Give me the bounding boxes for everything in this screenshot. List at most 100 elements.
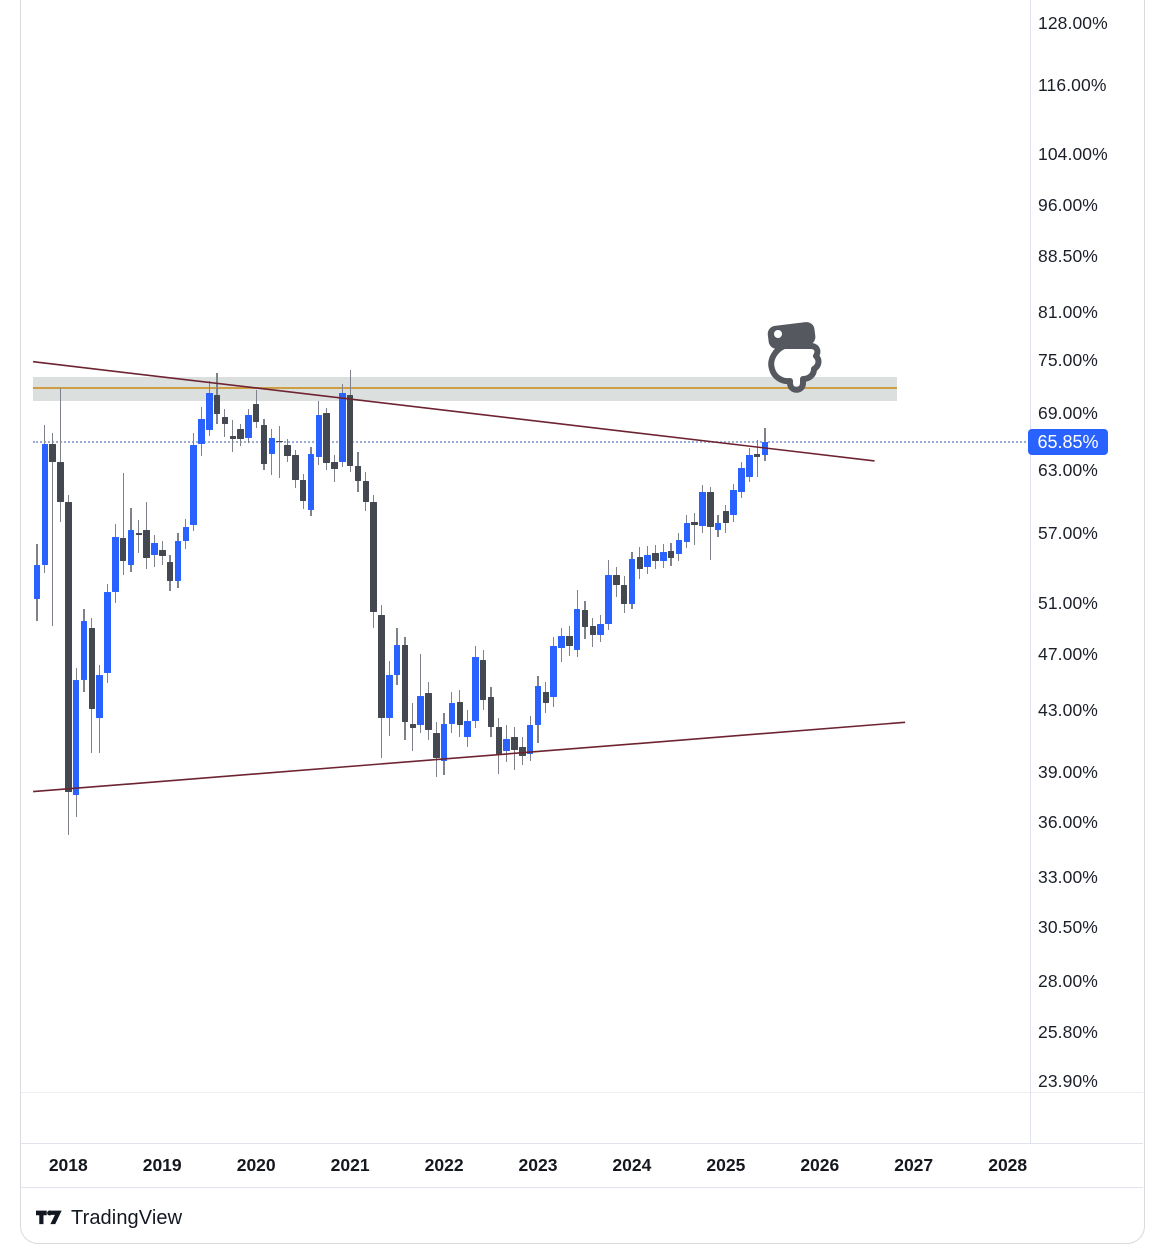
candle-up — [112, 537, 119, 592]
time-axis-label: 2021 — [330, 1155, 370, 1175]
candle-down — [166, 562, 174, 582]
time-axis-bottom-border — [21, 1187, 1143, 1188]
candle-down — [581, 610, 589, 627]
candle-down — [292, 455, 299, 480]
candle-down — [613, 575, 620, 585]
candle-down — [487, 697, 495, 727]
candle-wick — [59, 387, 62, 522]
candle-up — [660, 552, 667, 562]
candle-down — [495, 726, 503, 755]
price-axis-label: 51.00% — [1038, 592, 1098, 613]
candle-down — [213, 394, 221, 415]
candle-wick — [756, 439, 758, 477]
candle-down — [65, 501, 72, 792]
time-axis-label: 2025 — [706, 1155, 746, 1175]
candle-up — [151, 542, 158, 556]
candle-down — [299, 479, 307, 501]
price-axis-label: 47.00% — [1038, 644, 1098, 665]
candle-down — [589, 625, 596, 635]
price-axis-label: 30.50% — [1038, 916, 1098, 937]
price-axis-label: 43.00% — [1038, 700, 1098, 721]
candle-down — [753, 454, 761, 457]
candle-down — [519, 746, 526, 756]
price-axis-divider — [1030, 0, 1031, 1143]
candle-down — [229, 435, 236, 439]
candle-down — [354, 465, 362, 481]
candle-down — [542, 691, 550, 704]
candle-down — [143, 529, 150, 558]
price-axis-label: 25.80% — [1038, 1022, 1098, 1043]
candle-up — [573, 609, 581, 651]
candle-up — [526, 725, 534, 755]
candle-down — [620, 584, 628, 605]
price-axis-label: 28.00% — [1038, 970, 1098, 991]
price-axis-label: 104.00% — [1038, 144, 1108, 164]
candle-down — [323, 413, 330, 463]
candle-up — [174, 540, 182, 582]
candle-down — [566, 635, 573, 647]
candle-up — [699, 492, 706, 527]
pointing-down-hand-icon[interactable] — [763, 321, 829, 402]
candle-down — [252, 404, 260, 422]
price-axis-label: 88.50% — [1038, 245, 1098, 266]
candle-down — [135, 532, 142, 536]
price-axis-label: 75.00% — [1038, 350, 1098, 370]
candle-up — [245, 415, 252, 438]
candle-down — [331, 461, 338, 469]
candle-wick — [419, 654, 422, 733]
candle-up — [417, 696, 424, 726]
price-axis-label: 23.90% — [1038, 1070, 1098, 1091]
pane-separator-line — [21, 1092, 1143, 1093]
time-axis-label: 2027 — [894, 1155, 934, 1175]
time-axis[interactable]: 2018 2019 2020 2021 2022 2023 2024 2025 2026 2027… — [0, 1150, 1030, 1184]
price-axis-label: 33.00% — [1038, 867, 1098, 888]
candle-down — [667, 550, 675, 558]
candle-down — [237, 429, 244, 439]
candle-up — [96, 674, 103, 718]
tradingview-logo-text[interactable]: TradingView — [71, 1206, 183, 1229]
candle-up — [464, 720, 471, 738]
candle-wick — [279, 426, 281, 478]
candle-down — [511, 737, 518, 750]
candle-up — [307, 454, 315, 511]
time-axis-label: 2028 — [988, 1155, 1028, 1175]
price-axis-label: 81.00% — [1038, 301, 1098, 322]
price-axis-label: 116.00% — [1038, 75, 1107, 96]
candle-up — [683, 523, 690, 542]
candle-up — [550, 646, 557, 698]
candle-up — [644, 555, 651, 567]
candle-down — [284, 445, 291, 456]
candle-up — [127, 529, 135, 565]
candle-down — [260, 424, 268, 464]
candle-up — [315, 415, 323, 457]
candle-up — [440, 723, 448, 761]
candle-wick — [138, 519, 140, 554]
candle-down — [401, 645, 409, 723]
candlestick-series — [33, 370, 769, 835]
candle-up — [472, 657, 479, 721]
hand-glove-shape — [767, 322, 822, 393]
time-axis-label: 2022 — [424, 1155, 464, 1175]
time-axis-label: 2020 — [236, 1155, 276, 1175]
candle-up — [761, 442, 769, 455]
attribution-footer: TradingView — [36, 1203, 182, 1233]
candle-down — [119, 538, 127, 562]
candle-up — [597, 624, 604, 635]
chart-pane[interactable] — [0, 0, 1030, 1143]
candle-down — [221, 417, 229, 424]
candle-wick — [52, 432, 54, 626]
candle-down — [425, 693, 432, 730]
price-axis-label: 39.00% — [1038, 762, 1098, 782]
time-axis-label: 2023 — [518, 1155, 558, 1175]
candle-up — [33, 564, 41, 600]
tradingview-logo-icon[interactable] — [36, 1209, 64, 1227]
candle-down — [378, 615, 385, 718]
candle-down — [636, 556, 643, 570]
time-axis-top-border — [21, 1143, 1143, 1144]
candle-up — [268, 437, 276, 455]
candle-up — [628, 558, 636, 605]
candle-down — [433, 732, 440, 758]
candle-up — [738, 467, 745, 493]
candle-up — [605, 575, 612, 625]
